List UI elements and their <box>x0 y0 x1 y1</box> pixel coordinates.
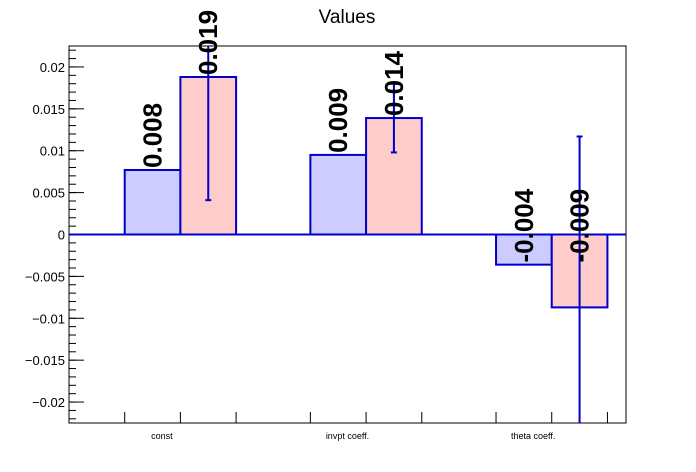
y-tick-label: 0.01 <box>40 144 65 159</box>
x-tick-label: invpt coeff. <box>326 431 369 441</box>
error-bars <box>205 46 583 423</box>
y-tick-label: 0 <box>58 228 65 243</box>
bar <box>123 168 182 236</box>
y-tick-label: −0.015 <box>25 353 65 368</box>
x-tick-label: const <box>151 431 173 441</box>
data-label: -0.004 <box>509 188 539 262</box>
bar <box>309 153 368 236</box>
x-tick-label: theta coeff. <box>511 431 555 441</box>
data-label: 0.014 <box>379 50 409 116</box>
data-label: 0.009 <box>323 88 353 153</box>
y-tick-label: −0.02 <box>32 395 65 410</box>
data-label: 0.008 <box>138 103 168 168</box>
y-tick-label: −0.01 <box>32 311 65 326</box>
y-tick-label: 0.02 <box>40 60 65 75</box>
data-label: 0.019 <box>193 10 223 75</box>
chart-title: Values <box>319 7 376 28</box>
x-axis: const invpt coeff. theta coeff. <box>124 412 608 441</box>
y-axis: −0.02 −0.015 −0.01 −0.005 0 0.005 0.01 0.015 0.0… <box>25 49 84 420</box>
y-tick-label: 0.015 <box>32 102 65 117</box>
data-labels: 0.008 0.009 -0.004 0.019 0.014 -0.009 <box>138 10 595 263</box>
data-label: -0.009 <box>565 189 595 263</box>
y-tick-label: 0.005 <box>32 186 65 201</box>
y-tick-label: −0.005 <box>25 269 65 284</box>
